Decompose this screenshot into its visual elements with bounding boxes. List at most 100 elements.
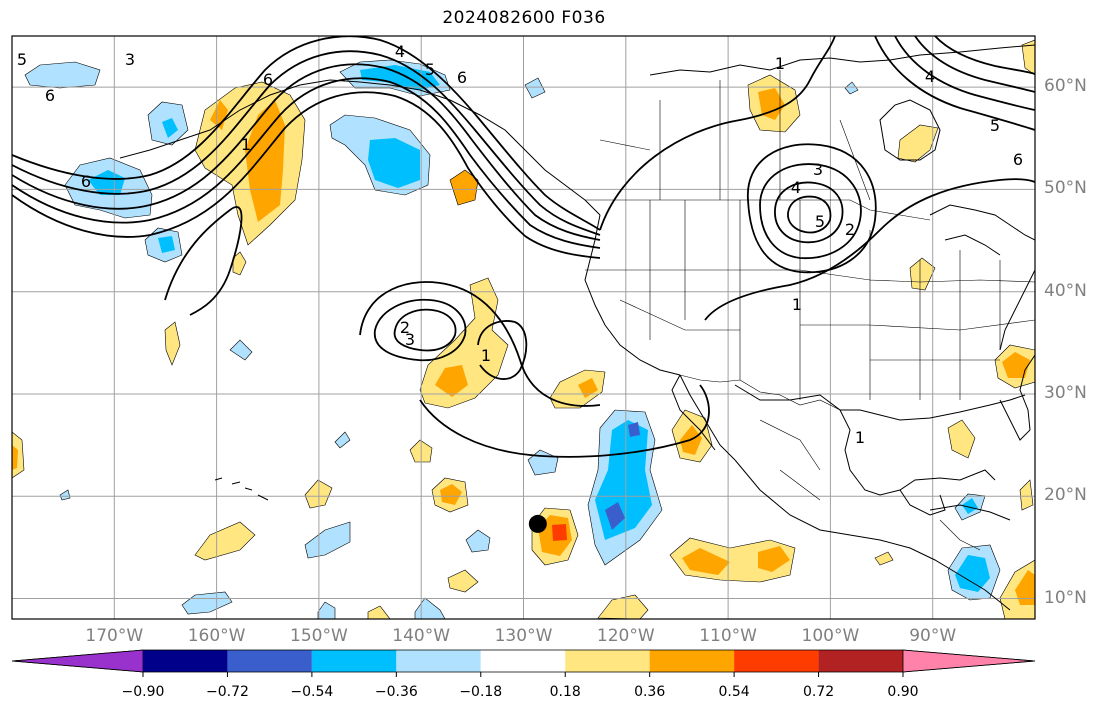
negative-anomaly-small-10 [414, 597, 446, 619]
colorbar-segment [227, 650, 312, 672]
latitude-label: 20°N [1044, 485, 1087, 506]
contour-layer [12, 36, 1035, 458]
positive-anomaly-gulf-coast [947, 419, 976, 459]
map-title: 2024082600 F036 [442, 8, 606, 28]
positive-anomaly-west-edge-core [12, 445, 18, 470]
contour-ne-1 [874, 36, 1035, 131]
longitude-label: 100°W [801, 626, 860, 646]
negative-anomaly-baja-south-center2 [628, 422, 640, 437]
contour-alaska-trough-2 [12, 50, 601, 236]
negative-anomaly-small-1-core [162, 118, 178, 138]
colorbar-tick-label: 0.54 [718, 684, 750, 700]
contour-low-pacific-outer [359, 281, 601, 407]
contour-low-canada-3 [787, 195, 832, 234]
contour-label: 1 [241, 135, 251, 154]
colorbar-tick-label: −0.72 [205, 684, 249, 700]
coastline-hawaii [214, 477, 269, 501]
negative-anomaly-north-1-core [360, 65, 440, 90]
negative-anomaly-baja-south-center [605, 502, 625, 530]
contour-label: 6 [457, 68, 467, 87]
coastline-great-lakes [929, 204, 1035, 256]
negative-anomaly-small-7 [334, 431, 351, 449]
latitude-label: 40°N [1044, 280, 1087, 301]
contour-1-south-loop [419, 384, 710, 458]
positive-anomaly-georgia-core [1002, 352, 1030, 378]
longitude-label: 120°W [596, 626, 655, 646]
mexico-states [759, 419, 981, 551]
contour-alaska-trough-4 [12, 77, 601, 249]
contour-label: 2 [400, 318, 410, 337]
positive-anomaly-storm-center [552, 524, 567, 541]
colorbar-tick-label: −0.54 [290, 684, 334, 700]
contour-alaska-trough-3 [12, 63, 601, 241]
contour-low-canada-1 [759, 163, 862, 259]
us-mexico-border [679, 374, 841, 411]
negative-anomaly-small-14 [844, 81, 859, 95]
coastline-gulf-north [840, 394, 1026, 421]
positive-anomaly-east-edge [1019, 479, 1034, 511]
negative-anomaly-top-left [24, 61, 101, 89]
colorbar-extend-high [902, 649, 1036, 673]
contour-label: 3 [125, 50, 135, 69]
colorbar-segment [311, 650, 397, 672]
colorbar-segment [818, 650, 903, 672]
negative-anomaly-bering-core [88, 170, 125, 195]
colorbar-segment [565, 650, 650, 672]
negative-anomaly-small-12 [524, 77, 546, 99]
contour-label: 1 [792, 295, 802, 314]
contour-label: 4 [925, 67, 935, 86]
positive-anomaly-small-1 [210, 100, 228, 130]
contour-small-pacific [477, 320, 528, 380]
positive-anomaly-small-8 [232, 251, 247, 276]
negative-anomaly-gulf-alaska-core [368, 138, 420, 188]
coastline-cuba [929, 504, 1011, 521]
positive-anomaly-top-right [1021, 39, 1035, 76]
contour-low-canada-4 [747, 143, 877, 274]
negative-anomaly-small-9 [317, 601, 336, 619]
positive-anomaly-small-9 [874, 551, 894, 566]
coastline-baja [671, 374, 736, 461]
positive-anomaly-alaska-core [245, 100, 285, 222]
longitude-label: 110°W [699, 626, 757, 646]
contour-label: 4 [395, 42, 405, 61]
colorbar-tick-label: 0.90 [887, 684, 919, 700]
contour-low-canada-2 [774, 181, 844, 244]
colorbar-segment [143, 650, 228, 672]
longitude-label: 170°W [85, 626, 144, 646]
contour-label: 2 [845, 220, 855, 239]
contour-label: 6 [1013, 150, 1023, 169]
negative-anomaly-small-2-core [158, 236, 175, 253]
colorbar-segment [396, 650, 481, 672]
contour-label: 4 [791, 178, 801, 197]
state-borders-layer [585, 70, 1035, 551]
negative-anomaly-small-5 [465, 529, 491, 553]
coastline-layer [119, 44, 1035, 611]
coastline-gulf [734, 384, 996, 496]
map-frame [11, 35, 1036, 620]
contour-label: 5 [425, 60, 435, 79]
negative-anomaly-small-3 [304, 521, 351, 559]
negative-anomaly-small-13 [59, 489, 71, 501]
contour-label: 5 [815, 212, 825, 231]
positive-anomaly-hawaii-south [194, 521, 256, 561]
longitude-label: 130°W [494, 626, 553, 646]
coastline-hudson [879, 99, 941, 161]
colorbar-segment [649, 650, 735, 672]
storm-location-marker [528, 514, 547, 533]
coastline-canada-north [649, 44, 1035, 76]
negative-anomaly-small-6 [229, 339, 253, 361]
us-state-lines [585, 200, 1035, 400]
colorbar-tick-label: −0.90 [121, 684, 165, 700]
latitude-label: 30°N [1044, 382, 1087, 403]
colorbar-extend-low [11, 649, 144, 673]
coastline-yucatan [899, 489, 946, 516]
contour-label: 5 [990, 116, 1000, 135]
positive-anomaly-central-pacific-core [435, 365, 468, 397]
canada-provinces [599, 70, 871, 201]
contour-label: 1 [481, 346, 491, 365]
us-canada-border [585, 199, 931, 221]
colorbar [11, 649, 1036, 677]
